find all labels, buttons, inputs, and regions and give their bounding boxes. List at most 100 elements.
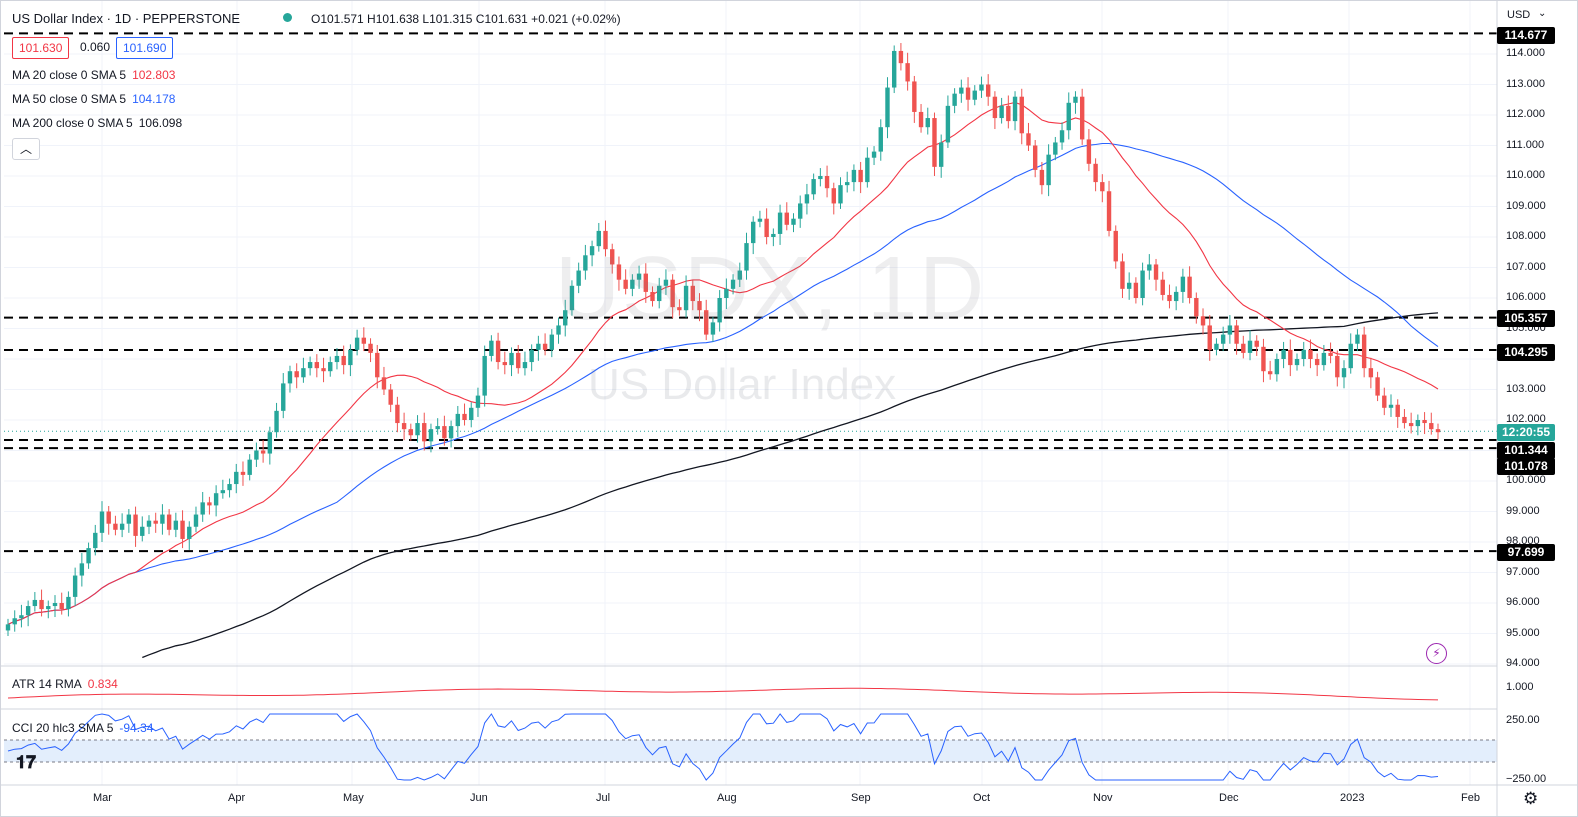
candle-body	[1408, 423, 1414, 427]
candle-body	[1348, 343, 1353, 369]
candle-body	[99, 511, 105, 533]
candle-body	[516, 352, 521, 369]
candle-body	[549, 334, 555, 350]
candle-body	[1321, 352, 1327, 366]
atr-legend[interactable]: ATR 14 RMA 0.834	[12, 677, 118, 691]
candle-body	[93, 532, 98, 549]
gear-icon[interactable]: ⚙	[1523, 789, 1539, 808]
candle-body	[321, 368, 326, 372]
candle-body	[952, 93, 957, 106]
candle-body	[737, 270, 742, 280]
atr-axis-label: 1.000	[1506, 681, 1534, 693]
candle-body	[1126, 282, 1132, 289]
candle-body	[1435, 429, 1441, 433]
price-tick-label: 100.000	[1506, 474, 1546, 486]
candle-body	[1422, 420, 1427, 424]
ma20-line	[7, 101, 1439, 625]
candle-body	[274, 410, 279, 433]
candle-body	[1227, 325, 1233, 335]
ma20-legend[interactable]: MA 20 close 0 SMA 5 102.803	[12, 68, 175, 82]
price-tick-label: 107.000	[1506, 260, 1546, 273]
currency-label[interactable]: USD	[1507, 9, 1531, 21]
time-tick-label: Nov	[1093, 792, 1113, 804]
tradingview-logo[interactable]: 𝟏𝟕	[16, 752, 37, 772]
candle-body	[1120, 261, 1125, 289]
chevron-up-icon: ︿	[19, 142, 32, 156]
candle-body	[287, 371, 293, 384]
candle-body	[1274, 359, 1280, 375]
candle-body	[569, 285, 575, 311]
candle-body	[1053, 142, 1058, 155]
price-tick-label: 99.000	[1506, 504, 1540, 517]
candle-body	[361, 337, 367, 344]
candle-body	[999, 105, 1004, 119]
countdown-tag: 12:20:55	[1497, 424, 1555, 441]
candle-body	[677, 307, 682, 311]
candle-body	[616, 264, 622, 280]
candle-body	[375, 352, 380, 378]
candle-body	[207, 502, 212, 506]
candle-body	[891, 50, 897, 88]
time-tick-label: Sep	[851, 792, 871, 804]
candle-body	[254, 450, 259, 460]
ma200-legend[interactable]: MA 200 close 0 SMA 5 106.098	[12, 116, 182, 130]
candle-body	[1006, 105, 1011, 122]
ask-price-box[interactable]: 101.690	[116, 37, 174, 59]
candle-body	[1133, 282, 1139, 298]
ma50-line	[7, 142, 1439, 625]
candle-body	[650, 291, 655, 302]
candle-body	[576, 270, 581, 286]
candle-body	[1341, 368, 1347, 378]
price-tick-label: 114.000	[1506, 47, 1545, 59]
collapse-legend-button[interactable]: ︿	[12, 138, 40, 160]
atr-path	[7, 687, 1439, 701]
candle-body	[542, 343, 548, 350]
candle-body	[502, 362, 508, 366]
ma200-value: 106.098	[138, 116, 183, 130]
cci-legend[interactable]: CCI 20 hlc3 SMA 5 -94.34	[12, 721, 153, 735]
candle-body	[1314, 359, 1320, 366]
price-tick-label: 94.000	[1506, 657, 1540, 669]
candle-body	[25, 606, 31, 616]
candle-body	[213, 493, 219, 506]
bid-price-box[interactable]: 101.630	[12, 37, 70, 59]
cci-axis-label-bottom: −250.00	[1506, 773, 1547, 785]
candle-body	[643, 273, 648, 292]
candle-body	[831, 188, 836, 204]
candle-body	[945, 105, 951, 143]
price-tick-label: 111.000	[1506, 138, 1545, 151]
candle-body	[536, 343, 541, 350]
flash-icon[interactable]: ⚡	[1426, 643, 1447, 664]
chevron-down-icon[interactable]: ⌄	[1538, 8, 1547, 19]
level-tag-bottom: 97.699	[1497, 544, 1555, 561]
candle-body	[126, 514, 132, 524]
candle-body	[1214, 343, 1219, 350]
candle-body	[1140, 270, 1145, 298]
candle-body	[1073, 96, 1078, 103]
ma50-path	[7, 142, 1439, 625]
candle-body	[200, 502, 205, 515]
candle-body	[1234, 325, 1239, 344]
candle-body	[610, 249, 615, 265]
candle-body	[422, 423, 427, 442]
time-tick-label: May	[343, 792, 364, 804]
candle-body	[556, 325, 561, 335]
candle-body	[133, 514, 138, 536]
level-tag-r1: 105.357	[1497, 310, 1555, 327]
candle-body	[724, 288, 729, 298]
candle-body	[771, 233, 776, 237]
candle-body	[482, 355, 487, 396]
candle-body	[529, 349, 534, 363]
candle-body	[66, 596, 71, 610]
ohlc-readout: O101.571 H101.638 L101.315 C101.631 +0.0…	[311, 12, 621, 26]
candle-body	[1100, 182, 1105, 192]
candle-body	[1147, 264, 1152, 271]
candle-body	[1429, 423, 1434, 430]
ma50-legend[interactable]: MA 50 close 0 SMA 5 104.178	[12, 92, 175, 106]
candle-body	[851, 169, 857, 183]
ma20-value: 102.803	[132, 68, 176, 82]
price-tick-label: 113.000	[1506, 77, 1545, 90]
candle-body	[1301, 349, 1306, 359]
chart-title[interactable]: US Dollar Index · 1D · PEPPERSTONE	[12, 11, 241, 26]
